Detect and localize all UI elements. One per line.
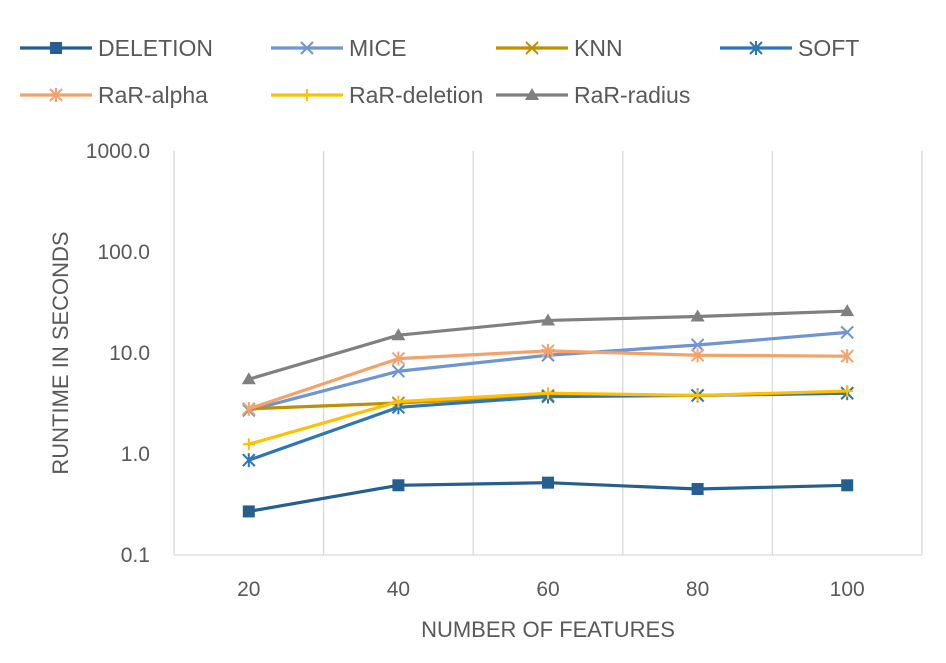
legend-label: KNN xyxy=(574,35,623,61)
data-point-rar-deletion xyxy=(242,438,255,451)
data-point-deletion xyxy=(542,476,554,489)
data-point-rar-radius xyxy=(690,309,705,322)
data-point-deletion xyxy=(242,505,255,518)
series-rar-radius xyxy=(241,304,855,385)
data-point-rar-radius xyxy=(541,313,555,326)
y-axis-title: RUNTIME IN SECONDS xyxy=(48,231,73,474)
data-point-rar-alpha xyxy=(391,351,406,366)
data-point-mice xyxy=(391,364,406,378)
data-point-rar-alpha xyxy=(690,348,705,363)
data-point-soft xyxy=(242,453,256,468)
y-tick-label: 1.0 xyxy=(121,443,150,466)
y-tick-labels: 0.1 1.0 10.0 100.0 1000.0 xyxy=(86,140,150,567)
x-tick-label: 80 xyxy=(686,578,709,601)
legend-item-rar-deletion: RaR-deletion xyxy=(271,82,483,108)
y-tick-label: 0.1 xyxy=(121,544,150,567)
legend-label: MICE xyxy=(349,35,407,61)
legend-marker xyxy=(49,88,63,102)
legend-label: SOFT xyxy=(798,35,859,61)
legend-item-soft: SOFT xyxy=(720,35,859,61)
legend-label: RaR-radius xyxy=(574,82,690,108)
data-point-deletion xyxy=(691,483,704,496)
y-tick-label: 10.0 xyxy=(109,342,150,365)
data-point-mice xyxy=(840,325,854,340)
legend-item-deletion: DELETION xyxy=(20,35,213,61)
data-point-rar-deletion xyxy=(392,395,405,408)
legend-item-rar-radius: RaR-radius xyxy=(496,82,690,108)
x-axis-title: NUMBER OF FEATURES xyxy=(421,617,675,642)
legend-label: DELETION xyxy=(98,35,213,61)
legend-marker xyxy=(301,89,313,101)
data-point-deletion xyxy=(392,479,405,492)
series-layer xyxy=(241,304,855,518)
y-tick-label: 1000.0 xyxy=(86,140,150,163)
legend-label: RaR-alpha xyxy=(98,82,208,108)
data-point-rar-deletion xyxy=(542,387,554,400)
series-rar-deletion xyxy=(242,385,854,451)
legend-marker xyxy=(525,88,539,100)
x-tick-label: 20 xyxy=(237,578,260,601)
legend-marker xyxy=(50,42,62,54)
data-point-rar-alpha xyxy=(840,349,854,364)
data-point-deletion xyxy=(841,479,854,492)
legend-item-knn: KNN xyxy=(496,35,623,61)
y-tick-label: 100.0 xyxy=(97,241,150,264)
legend-item-rar-alpha: RaR-alpha xyxy=(20,82,208,108)
data-point-rar-radius xyxy=(840,304,855,317)
legend-label: RaR-deletion xyxy=(349,82,483,108)
legend-marker xyxy=(525,41,539,55)
data-point-rar-alpha xyxy=(242,401,256,416)
data-point-rar-deletion xyxy=(691,389,704,402)
series-deletion xyxy=(242,476,854,518)
series-rar-alpha xyxy=(242,343,854,416)
legend-marker xyxy=(300,41,314,55)
x-tick-label: 100 xyxy=(830,578,865,601)
data-point-mice xyxy=(690,338,705,352)
data-point-rar-radius xyxy=(391,328,406,341)
data-point-rar-alpha xyxy=(541,343,555,358)
legend: DELETION MICE KNN SOFT RaR-alpha RaR-deletion… xyxy=(20,35,859,108)
data-point-rar-deletion xyxy=(841,385,854,398)
data-point-rar-radius xyxy=(241,372,256,385)
x-tick-label: 40 xyxy=(387,578,410,601)
legend-item-mice: MICE xyxy=(271,35,407,61)
legend-marker xyxy=(749,41,763,55)
x-tick-label: 60 xyxy=(536,578,559,601)
x-tick-labels: 20 40 60 80 100 xyxy=(237,578,865,601)
